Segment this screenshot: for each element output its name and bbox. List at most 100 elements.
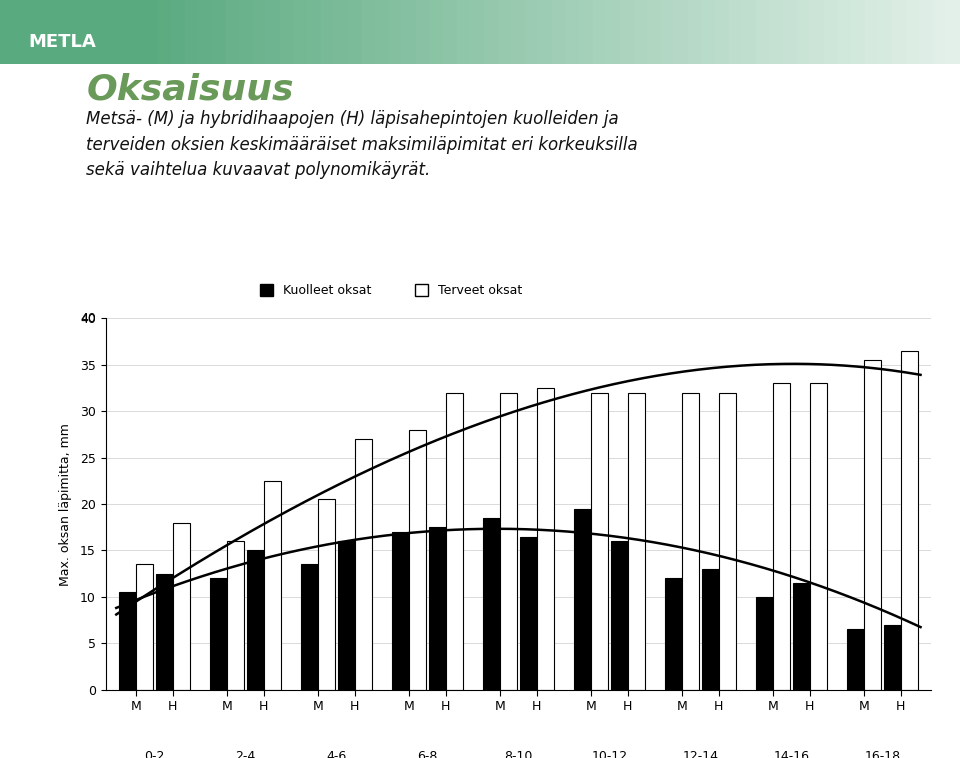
Bar [719, 393, 736, 690]
Bar [591, 393, 608, 690]
Bar [933, 0, 947, 64]
Bar [865, 0, 878, 64]
Bar [579, 0, 592, 64]
Bar [389, 0, 402, 64]
Bar [484, 0, 497, 64]
Text: Oksaisuus: Oksaisuus [86, 72, 294, 106]
Text: 16-18: 16-18 [864, 750, 900, 758]
Bar [300, 565, 318, 690]
Bar [574, 509, 591, 690]
Bar [375, 0, 389, 64]
Bar [525, 0, 539, 64]
Bar [756, 0, 770, 64]
Bar [702, 569, 719, 690]
Bar [445, 393, 463, 690]
Bar [212, 0, 226, 64]
Bar [226, 0, 239, 64]
Bar [837, 0, 852, 64]
Bar [227, 541, 244, 690]
Bar [900, 351, 918, 690]
Bar [429, 528, 445, 690]
Text: 4-6: 4-6 [326, 750, 347, 758]
Bar [266, 0, 280, 64]
Text: Metsä- (M) ja hybridihaapojen (H) läpisahepintojen kuolleiden ja
terveiden oksie: Metsä- (M) ja hybridihaapojen (H) läpisa… [86, 110, 638, 180]
Bar [338, 541, 354, 690]
Bar [688, 0, 702, 64]
Text: 8-10: 8-10 [504, 750, 533, 758]
Bar [199, 0, 212, 64]
Bar [674, 0, 688, 64]
Bar [878, 0, 892, 64]
Bar [511, 0, 525, 64]
Bar [497, 0, 511, 64]
Bar [793, 583, 810, 690]
Bar [362, 0, 375, 64]
Bar [756, 597, 773, 690]
Bar [611, 541, 628, 690]
Bar [660, 0, 675, 64]
Text: 6-8: 6-8 [418, 750, 438, 758]
Bar [136, 565, 153, 690]
Bar [318, 500, 335, 690]
Bar [565, 0, 579, 64]
Bar [810, 384, 827, 690]
Bar [519, 537, 537, 690]
Bar [321, 0, 334, 64]
Bar [119, 592, 136, 690]
Bar [864, 360, 881, 690]
Bar [252, 0, 266, 64]
Bar [457, 0, 470, 64]
Bar [294, 0, 307, 64]
Bar [852, 0, 865, 64]
Bar [171, 0, 184, 64]
Bar [157, 0, 171, 64]
Bar [824, 0, 837, 64]
Bar [892, 0, 905, 64]
Bar [392, 532, 409, 690]
Text: 0-2: 0-2 [144, 750, 164, 758]
Bar [409, 430, 426, 690]
Bar [184, 0, 199, 64]
Bar [444, 0, 457, 64]
Bar [264, 481, 280, 690]
Bar [729, 0, 742, 64]
Bar [810, 0, 824, 64]
Bar [552, 0, 565, 64]
Bar [280, 0, 294, 64]
Bar [354, 439, 372, 690]
Text: 40: 40 [80, 312, 96, 325]
Bar [715, 0, 729, 64]
Bar [947, 0, 960, 64]
Bar [210, 578, 227, 690]
Bar [144, 0, 157, 64]
Text: 14-16: 14-16 [774, 750, 809, 758]
Bar [592, 0, 607, 64]
Bar [156, 574, 173, 690]
Bar [416, 0, 430, 64]
Y-axis label: Max. oksan läpimitta, mm: Max. oksan läpimitta, mm [59, 423, 72, 585]
Bar [628, 393, 645, 690]
Bar [483, 518, 500, 690]
Bar [770, 0, 783, 64]
Bar [239, 0, 252, 64]
Text: METLA: METLA [29, 33, 97, 51]
Bar [500, 393, 517, 690]
Bar [247, 550, 264, 690]
Bar [539, 0, 552, 64]
Bar [470, 0, 484, 64]
Bar [884, 625, 900, 690]
Bar [797, 0, 810, 64]
Bar [847, 629, 864, 690]
Bar [773, 384, 790, 690]
Legend: Kuolleet oksat, Terveet oksat: Kuolleet oksat, Terveet oksat [260, 284, 522, 297]
Bar [620, 0, 634, 64]
Bar [634, 0, 647, 64]
Bar [683, 393, 699, 690]
Bar [783, 0, 797, 64]
Bar [537, 388, 554, 690]
Bar [702, 0, 715, 64]
Bar [920, 0, 933, 64]
Text: 10-12: 10-12 [591, 750, 628, 758]
Text: 12-14: 12-14 [683, 750, 718, 758]
Bar [665, 578, 683, 690]
